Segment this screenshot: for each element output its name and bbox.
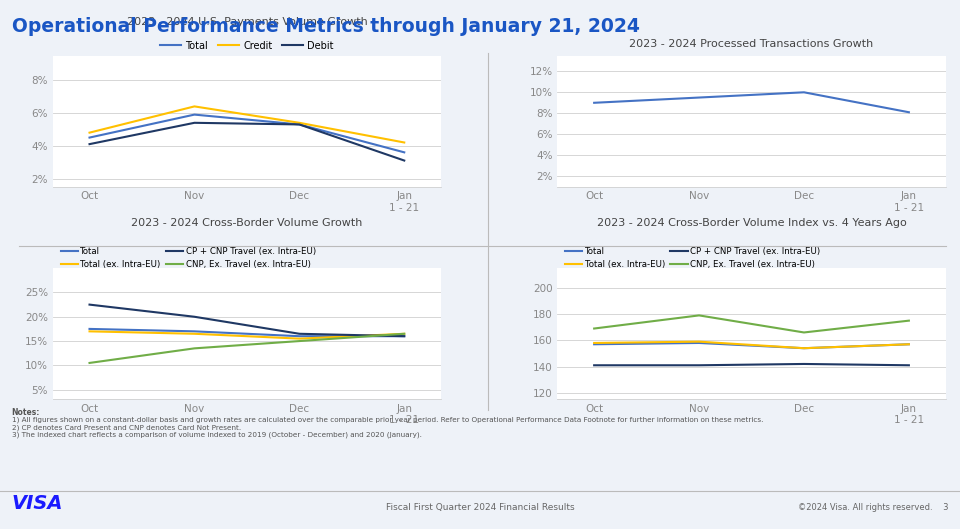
Text: VISA: VISA — [12, 494, 63, 513]
Legend: Total, Total (ex. Intra-EU), CP + CNP Travel (ex. Intra-EU), CNP, Ex. Travel (ex: Total, Total (ex. Intra-EU), CP + CNP Tr… — [57, 243, 319, 273]
Text: 3) The indexed chart reflects a comparison of volume indexed to 2019 (October - : 3) The indexed chart reflects a comparis… — [12, 432, 421, 438]
Text: 2) CP denotes Card Present and CNP denotes Card Not Present.: 2) CP denotes Card Present and CNP denot… — [12, 424, 241, 431]
Text: ©2024 Visa. All rights reserved.    3: ©2024 Visa. All rights reserved. 3 — [798, 503, 948, 513]
Text: Notes:: Notes: — [12, 408, 40, 417]
Text: Fiscal First Quarter 2024 Financial Results: Fiscal First Quarter 2024 Financial Resu… — [386, 503, 574, 513]
Title: 2023 - 2024 Processed Transactions Growth: 2023 - 2024 Processed Transactions Growt… — [630, 39, 874, 49]
Title: 2023 - 2024 Cross-Border Volume Growth: 2023 - 2024 Cross-Border Volume Growth — [132, 218, 363, 229]
Text: Operational Performance Metrics through January 21, 2024: Operational Performance Metrics through … — [12, 17, 639, 36]
Text: 1) All figures shown on a constant-dollar basis and growth rates are calculated : 1) All figures shown on a constant-dolla… — [12, 417, 763, 423]
Legend: Total, Credit, Debit: Total, Credit, Debit — [156, 37, 338, 54]
Title: 2023 - 2024 U.S. Payments Volume Growth: 2023 - 2024 U.S. Payments Volume Growth — [127, 17, 368, 27]
Title: 2023 - 2024 Cross-Border Volume Index vs. 4 Years Ago: 2023 - 2024 Cross-Border Volume Index vs… — [596, 218, 906, 229]
Legend: Total, Total (ex. Intra-EU), CP + CNP Travel (ex. Intra-EU), CNP, Ex. Travel (ex: Total, Total (ex. Intra-EU), CP + CNP Tr… — [562, 243, 824, 273]
